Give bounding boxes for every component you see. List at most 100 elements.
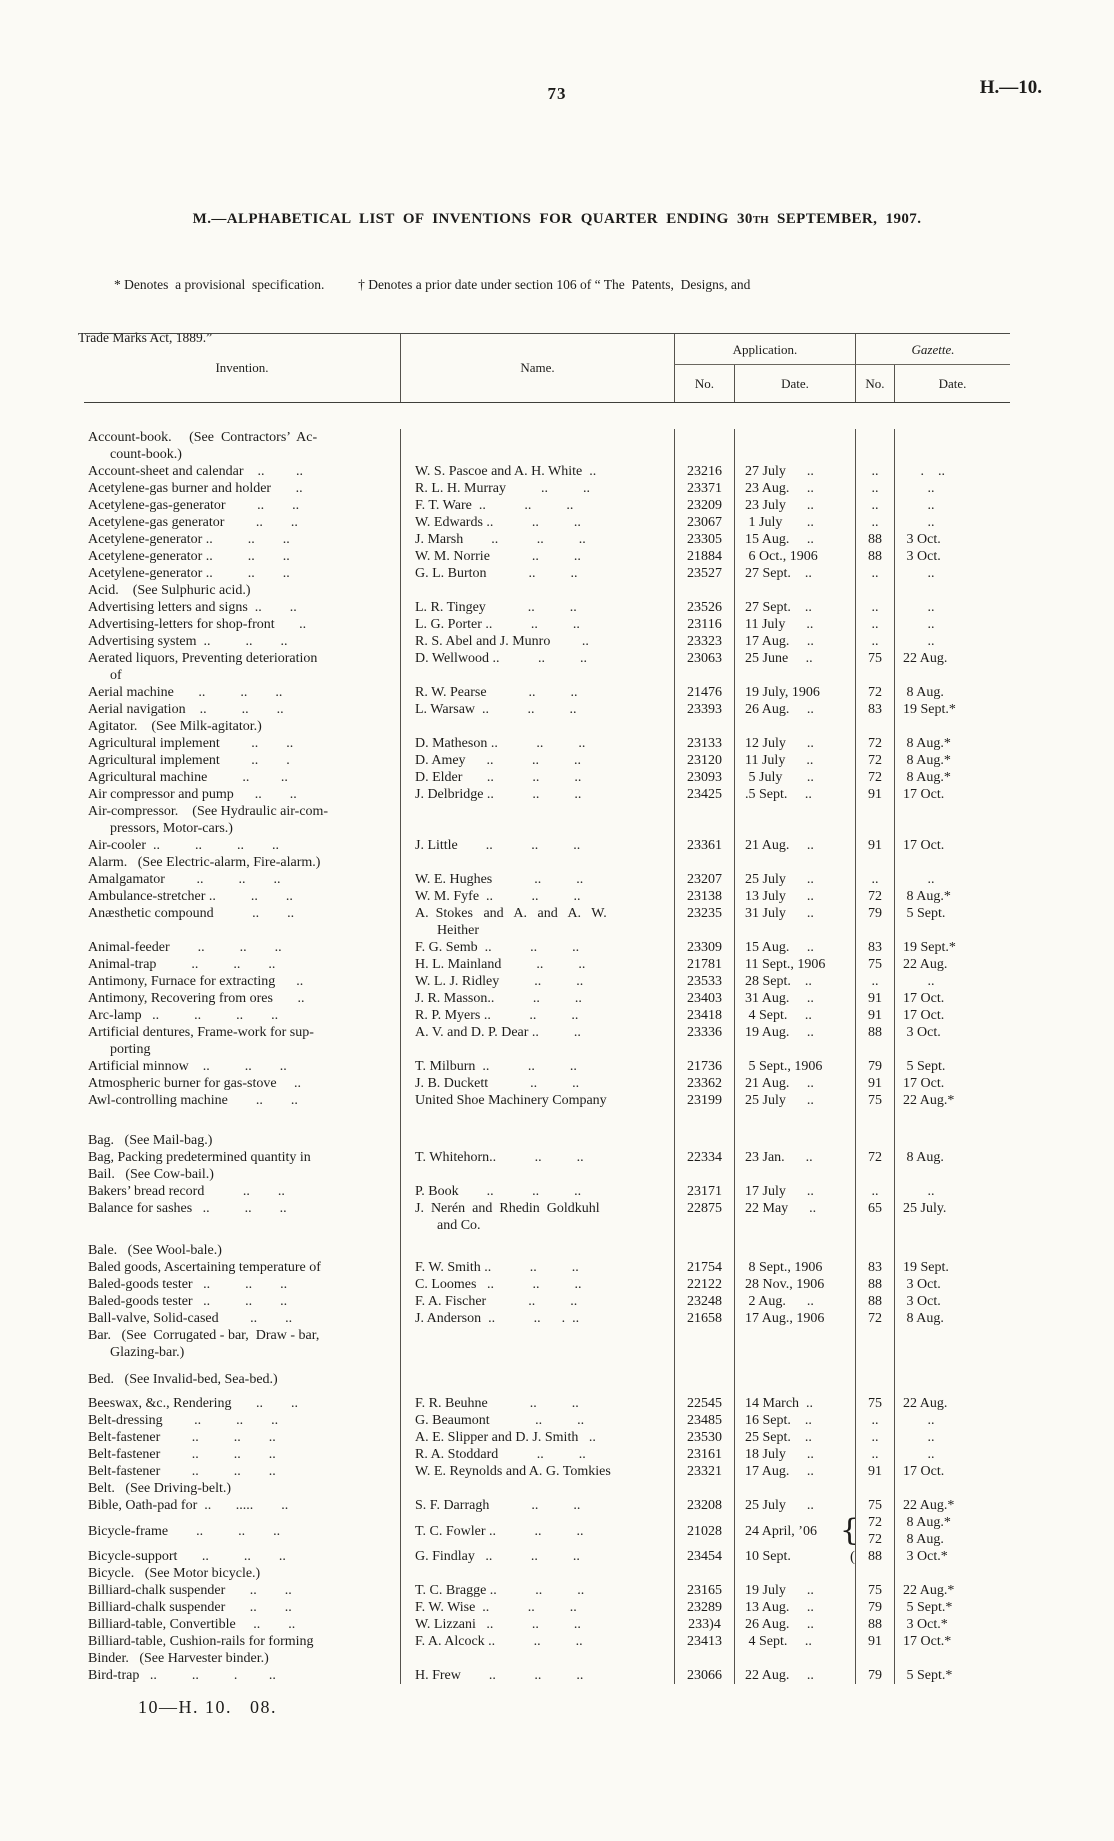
application-no-cell: 23361	[674, 837, 734, 854]
cell-line: Awl-controlling machine .. ..	[88, 1093, 298, 1108]
spacer-cell	[674, 1388, 734, 1395]
invention-cell: Antimony, Recovering from ores ..	[84, 990, 400, 1007]
cell-line: 15 Aug. ..	[745, 532, 814, 547]
gazette-no-cell: 83	[855, 701, 894, 718]
cell-line: 75	[868, 1396, 882, 1411]
application-date-cell	[734, 582, 855, 599]
cell-line: 8 Aug.*	[903, 1515, 951, 1530]
application-date-cell: 17 July ..	[734, 1183, 855, 1200]
cross-reference-row: Belt. (See Driving-belt.)	[84, 1480, 1010, 1497]
cell-line: Acetylene-generator .. .. ..	[88, 566, 290, 581]
cell-line: 5 July ..	[745, 770, 814, 785]
cell-line: 17 July ..	[745, 1184, 814, 1199]
brace-mark: (	[850, 1549, 855, 1565]
page-number: 73	[547, 84, 567, 103]
name-cell: G. Beaumont .. ..	[400, 1412, 674, 1429]
spacer-cell	[734, 1109, 855, 1132]
gazette-no-cell: 88	[855, 1276, 894, 1293]
spacer-cell	[894, 1109, 1010, 1132]
application-no-cell: 21028	[674, 1514, 734, 1548]
gazette-date-cell: 5 Sept.*	[894, 1599, 1010, 1616]
cell-line: Bicycle-frame .. .. ..	[88, 1523, 281, 1539]
cross-reference-row: Bag. (See Mail-bag.)	[84, 1132, 1010, 1149]
cross-reference-row: Bar. (See Corrugated - bar, Draw - bar, G…	[84, 1327, 1010, 1361]
table-spacer-row	[84, 1361, 1010, 1371]
invention-cell: Billiard-table, Convertible .. ..	[84, 1616, 400, 1633]
invention-cell: Acetylene-generator .. .. ..	[84, 531, 400, 548]
cell-line: Ball-valve, Solid-cased .. ..	[88, 1311, 293, 1326]
header-gazette-no: No.	[855, 365, 894, 402]
cell-line: ..	[903, 498, 935, 513]
gazette-date-cell	[894, 718, 1010, 735]
application-date-cell: 2 Aug. ..	[734, 1293, 855, 1310]
cell-line: D. Matheson .. .. ..	[415, 736, 586, 751]
application-date-cell	[734, 1371, 855, 1388]
application-no-cell: 23133	[674, 735, 734, 752]
invention-cell: Billiard-chalk suspender .. ..	[84, 1599, 400, 1616]
name-cell	[400, 854, 674, 871]
application-date-cell: 11 July ..	[734, 616, 855, 633]
invention-cell: Bed. (See Invalid-bed, Sea-bed.)	[84, 1371, 400, 1388]
application-date-cell	[734, 1650, 855, 1667]
application-date-cell: 19 Aug. ..	[734, 1024, 855, 1058]
gazette-date-cell: 17 Oct.	[894, 786, 1010, 803]
cell-line: 22 Aug.	[903, 1396, 948, 1411]
cell-line: Bail. (See Cow-bail.)	[88, 1167, 214, 1182]
invention-cell: Billiard-chalk suspender .. ..	[84, 1582, 400, 1599]
invention-cell: Baled-goods tester .. .. ..	[84, 1293, 400, 1310]
application-no-cell: 22334	[674, 1149, 734, 1166]
application-no-cell: 23138	[674, 888, 734, 905]
table-row: Acetylene-generator .. .. .. G. L. Burton…	[84, 565, 1010, 582]
cell-line: Animal-trap .. .. ..	[88, 957, 276, 972]
invention-cell: Awl-controlling machine .. ..	[84, 1092, 400, 1109]
cell-line: 23533	[687, 974, 722, 989]
application-date-cell: 17 Aug. ..	[734, 1463, 855, 1480]
name-cell: W. Lizzani .. .. ..	[400, 1616, 674, 1633]
gazette-date-cell: 8 Aug.* 8 Aug.	[894, 1514, 1010, 1548]
cell-line: 27 Sept. ..	[745, 566, 812, 581]
name-cell: H. Frew .. .. ..	[400, 1667, 674, 1684]
application-no-cell: 23323	[674, 633, 734, 650]
cell-line: 75	[868, 1498, 882, 1513]
spacer-cell	[855, 1388, 894, 1395]
gazette-no-cell: 75	[855, 650, 894, 684]
cell-line: 17 Oct.	[903, 1008, 945, 1023]
application-no-cell: 23199	[674, 1092, 734, 1109]
cell-line: 25 July ..	[745, 872, 814, 887]
gazette-date-cell: ..	[894, 973, 1010, 990]
name-cell	[400, 1371, 674, 1388]
application-date-cell: 25 July ..	[734, 871, 855, 888]
cell-line: 19 Sept.	[903, 1260, 949, 1275]
name-cell	[400, 582, 674, 599]
cell-line: Aerated liquors, Preventing deterioratio…	[88, 651, 318, 666]
cell-line: 83	[868, 1260, 882, 1275]
cell-line: 31 July ..	[745, 906, 814, 921]
cell-line: 27 July ..	[745, 464, 814, 479]
cell-line: 23321	[687, 1464, 722, 1479]
cell-line: 17 Oct.	[903, 1076, 945, 1091]
cell-line: T. C. Fowler .. .. ..	[415, 1523, 584, 1539]
invention-cell: Acetylene-gas generator .. ..	[84, 514, 400, 531]
gazette-date-cell: ..	[894, 480, 1010, 497]
cell-line: 75	[868, 651, 882, 666]
cell-line: 21736	[687, 1059, 722, 1074]
cell-line: 23403	[687, 991, 722, 1006]
name-cell: F. G. Semb .. .. ..	[400, 939, 674, 956]
table-row: Baled goods, Ascertaining temperature of…	[84, 1259, 1010, 1276]
gazette-date-cell	[894, 1132, 1010, 1149]
application-date-cell	[734, 1132, 855, 1149]
cell-line: 23371	[687, 481, 722, 496]
invention-cell: Aerial machine .. .. ..	[84, 684, 400, 701]
name-cell: W. S. Pascoe and A. H. White ..	[400, 463, 674, 480]
table-body: Account-book. (See Contractors’ Ac-count…	[84, 403, 1010, 1684]
gazette-date-cell: 17 Oct.	[894, 1075, 1010, 1092]
gazette-date-cell: 8 Aug.*	[894, 769, 1010, 786]
cell-line: Bag, Packing predetermined quantity in	[88, 1150, 311, 1165]
invention-cell: Account-sheet and calendar .. ..	[84, 463, 400, 480]
application-no-cell: 23393	[674, 701, 734, 718]
cell-line: F. W. Wise .. .. ..	[415, 1600, 577, 1615]
table-row: Bag, Packing predetermined quantity in T.…	[84, 1149, 1010, 1166]
application-date-cell: 1 July ..	[734, 514, 855, 531]
application-date-cell	[734, 1166, 855, 1183]
gazette-date-cell: 3 Oct.	[894, 531, 1010, 548]
